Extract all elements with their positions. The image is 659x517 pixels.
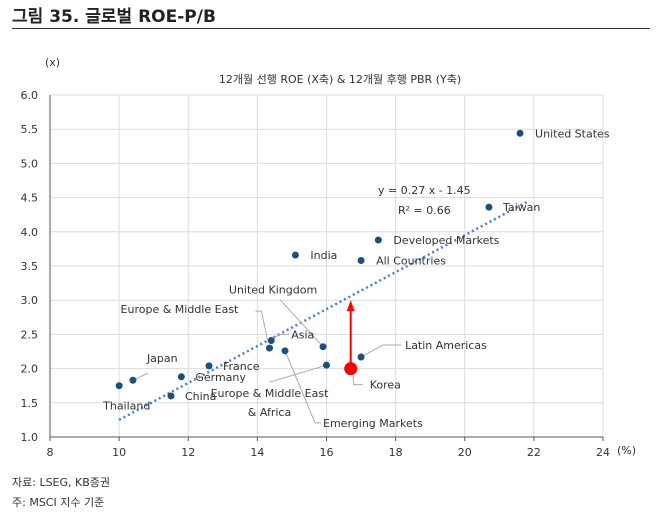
x-tick-label: 18 [389, 446, 403, 459]
leader-line [360, 344, 402, 358]
data-point [265, 344, 273, 352]
data-point [267, 337, 275, 345]
leader-line [352, 372, 363, 386]
data-point [291, 251, 299, 259]
data-point [177, 373, 185, 381]
point-label: Asia [291, 329, 314, 342]
y-tick-label: 5.5 [21, 123, 39, 136]
data-point [319, 343, 327, 351]
data-point [374, 236, 382, 244]
korea-point [344, 362, 358, 376]
trend-r2: R² = 0.66 [398, 204, 451, 217]
point-label: Japan [146, 352, 178, 365]
trend-equation: y = 0.27 x - 1.45 [378, 184, 471, 197]
y-tick-label: 4.0 [21, 226, 39, 239]
point-label: Developed Markets [393, 234, 499, 247]
data-point [357, 257, 365, 265]
point-label: Emerging Markets [323, 417, 423, 430]
point-label: United Kingdom [229, 284, 317, 297]
data-point [516, 129, 524, 137]
x-tick-label: 8 [47, 446, 54, 459]
leader-line [279, 299, 324, 348]
x-unit: (%) [617, 444, 636, 457]
arrow-head [346, 300, 355, 312]
data-point [323, 361, 330, 369]
y-tick-label: 2.5 [21, 328, 39, 341]
x-tick-label: 22 [527, 446, 541, 459]
point-label: China [185, 390, 216, 403]
point-label: France [223, 360, 260, 373]
data-point [167, 392, 175, 400]
data-point [115, 382, 123, 390]
scatter-chart: 1.0 1.5 2.0 2.5 3.0 3.5 4.0 4.5 5.0 5.5 6.0 8 10 12 14… [21, 56, 637, 459]
y-tick-label: 5.0 [21, 157, 39, 170]
figure-title: 그림 35. 글로벌 ROE-P/B [12, 7, 216, 27]
x-tick-label: 16 [320, 446, 334, 459]
point-label: Germany [195, 371, 246, 384]
y-tick-label: 1.0 [21, 431, 39, 444]
source-note: 자료: LSEG, KB증권 [12, 476, 111, 489]
point-label: India [310, 249, 337, 262]
chart-title: 12개월 선행 ROE (X축) & 12개월 후행 PBR (Y축) [219, 73, 461, 86]
point-label: Latin Americas [405, 339, 487, 352]
y-tick-label: 6.0 [21, 89, 39, 102]
trendline [118, 200, 528, 422]
data-point [129, 376, 137, 384]
y-tick-label: 3.5 [21, 260, 39, 273]
y-tick-label: 1.5 [21, 397, 39, 410]
y-tick-label: 2.0 [21, 363, 39, 376]
data-point [281, 347, 289, 355]
data-point [205, 362, 213, 370]
data-point [485, 203, 493, 211]
point-label: United States [535, 127, 610, 140]
point-label: All Countries [376, 255, 446, 268]
leader-line [255, 310, 268, 341]
y-tick-label: 4.5 [21, 192, 39, 205]
leader-line [269, 364, 327, 383]
point-label: Europe & Middle East & Africa [211, 387, 330, 419]
footnote: 주: MSCI 지수 기준 [12, 496, 105, 509]
y-unit: (x) [45, 56, 60, 69]
point-label: Thailand [102, 400, 150, 413]
y-tick-label: 3.0 [21, 294, 39, 307]
x-tick-label: 20 [458, 446, 472, 459]
data-point [357, 353, 365, 361]
point-label: Taiwan [502, 201, 540, 214]
x-tick-label: 12 [181, 446, 195, 459]
title-rule [12, 28, 650, 29]
point-label: Europe & Middle East [121, 303, 240, 316]
x-tick-label: 14 [250, 446, 264, 459]
x-tick-label: 10 [112, 446, 126, 459]
korea-label: Korea [370, 379, 401, 392]
x-tick-label: 24 [596, 446, 610, 459]
